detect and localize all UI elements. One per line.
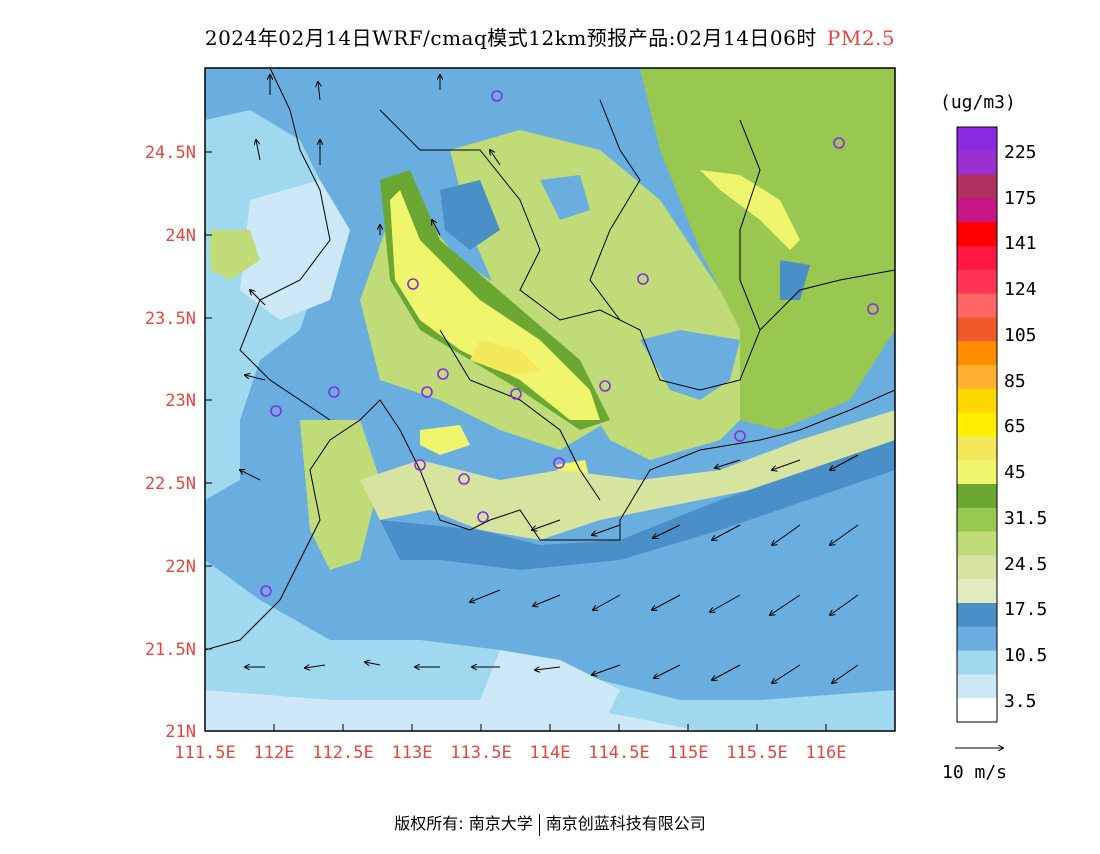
colorbar-labels: 225 175 141 124 105 85 65 45 31.5 24.5 1… <box>1004 142 1047 712</box>
lat-label: 23.5N <box>145 309 196 329</box>
colorbar-label: 225 <box>1004 142 1037 163</box>
colorbar-swatch <box>957 412 997 437</box>
colorbar-swatch <box>957 579 997 604</box>
colorbar-swatch <box>957 198 997 223</box>
lon-label: 114E <box>530 743 571 763</box>
colorbar-swatch <box>957 603 997 628</box>
title-main: 2024年02月14日WRF/cmaq模式12km预报产品:02月14日06时 <box>204 26 817 50</box>
latitude-labels: 24.5N 24N 23.5N 23N 22.5N 22N 21.5N 21N <box>145 143 196 742</box>
wind-vectors <box>240 75 859 683</box>
colorbar-swatch <box>957 531 997 556</box>
footer-divider <box>538 813 540 836</box>
lon-label: 114.5E <box>588 743 649 763</box>
lon-label: 113E <box>392 743 433 763</box>
colorbar <box>957 127 997 723</box>
colorbar-swatch <box>957 317 997 342</box>
lat-label: 22N <box>165 557 196 577</box>
colorbar-swatch <box>957 484 997 509</box>
lat-label: 21.5N <box>145 640 196 660</box>
colorbar-label: 45 <box>1004 462 1026 483</box>
coastline-and-borders <box>205 68 895 651</box>
longitude-ticks <box>273 724 827 731</box>
colorbar-swatch <box>957 460 997 485</box>
colorbar-label: 175 <box>1004 188 1037 209</box>
lon-label: 115E <box>668 743 709 763</box>
lat-label: 23N <box>165 391 196 411</box>
lat-label: 24.5N <box>145 143 196 163</box>
lat-label: 22.5N <box>145 474 196 494</box>
colorbar-label: 24.5 <box>1004 554 1047 575</box>
colorbar-swatch <box>957 507 997 533</box>
colorbar-swatch <box>957 293 997 318</box>
copyright-footer: 版权所有: 南京大学 南京创蓝科技有限公司 <box>0 810 1100 836</box>
lon-label: 111.5E <box>174 743 235 763</box>
colorbar-swatch <box>957 555 997 580</box>
colorbar-label: 3.5 <box>1004 691 1037 712</box>
lon-label: 112E <box>254 743 295 763</box>
colorbar-label: 85 <box>1004 371 1026 392</box>
colorbar-swatch <box>957 341 997 366</box>
title-variable: PM2.5 <box>826 26 896 50</box>
colorbar-label: 105 <box>1004 325 1037 346</box>
colorbar-swatch <box>957 269 997 295</box>
lat-label: 21N <box>165 722 196 742</box>
colorbar-label: 10.5 <box>1004 645 1047 666</box>
colorbar-swatch <box>957 698 997 723</box>
colorbar-swatch <box>957 388 997 414</box>
lon-label: 112.5E <box>312 743 373 763</box>
lon-label: 116E <box>806 743 847 763</box>
colorbar-label: 124 <box>1004 279 1037 300</box>
colorbar-swatch <box>957 650 997 675</box>
colorbar-label: 31.5 <box>1004 508 1047 529</box>
colorbar-swatch <box>957 150 997 176</box>
colorbar-swatch <box>957 222 997 247</box>
lon-label: 115.5E <box>726 743 787 763</box>
colorbar-frame <box>956 126 998 723</box>
colorbar-swatch <box>957 674 997 699</box>
colorbar-swatch <box>957 365 997 390</box>
copyright-left: 版权所有: 南京大学 <box>394 814 533 833</box>
colorbar-swatch <box>957 626 997 652</box>
colorbar-swatch <box>957 127 997 152</box>
wind-reference-label: 10 m/s <box>942 762 1007 783</box>
pm25-field <box>205 68 895 731</box>
colorbar-label: 65 <box>1004 416 1026 437</box>
colorbar-swatch <box>957 436 997 461</box>
colorbar-unit: (ug/m3) <box>940 92 1016 113</box>
copyright-right: 南京创蓝科技有限公司 <box>545 814 706 833</box>
colorbar-swatch <box>957 174 997 199</box>
lat-label: 24N <box>165 226 196 246</box>
map-title: 2024年02月14日WRF/cmaq模式12km预报产品:02月14日06时 P… <box>0 22 1100 51</box>
colorbar-swatch <box>957 246 997 271</box>
colorbar-label: 141 <box>1004 233 1037 254</box>
latitude-ticks <box>205 151 212 650</box>
longitude-labels: 111.5E 112E 112.5E 113E 113.5E 114E 114.… <box>174 743 846 763</box>
lon-label: 113.5E <box>450 743 511 763</box>
monitoring-stations <box>260 90 879 597</box>
colorbar-label: 17.5 <box>1004 599 1047 620</box>
